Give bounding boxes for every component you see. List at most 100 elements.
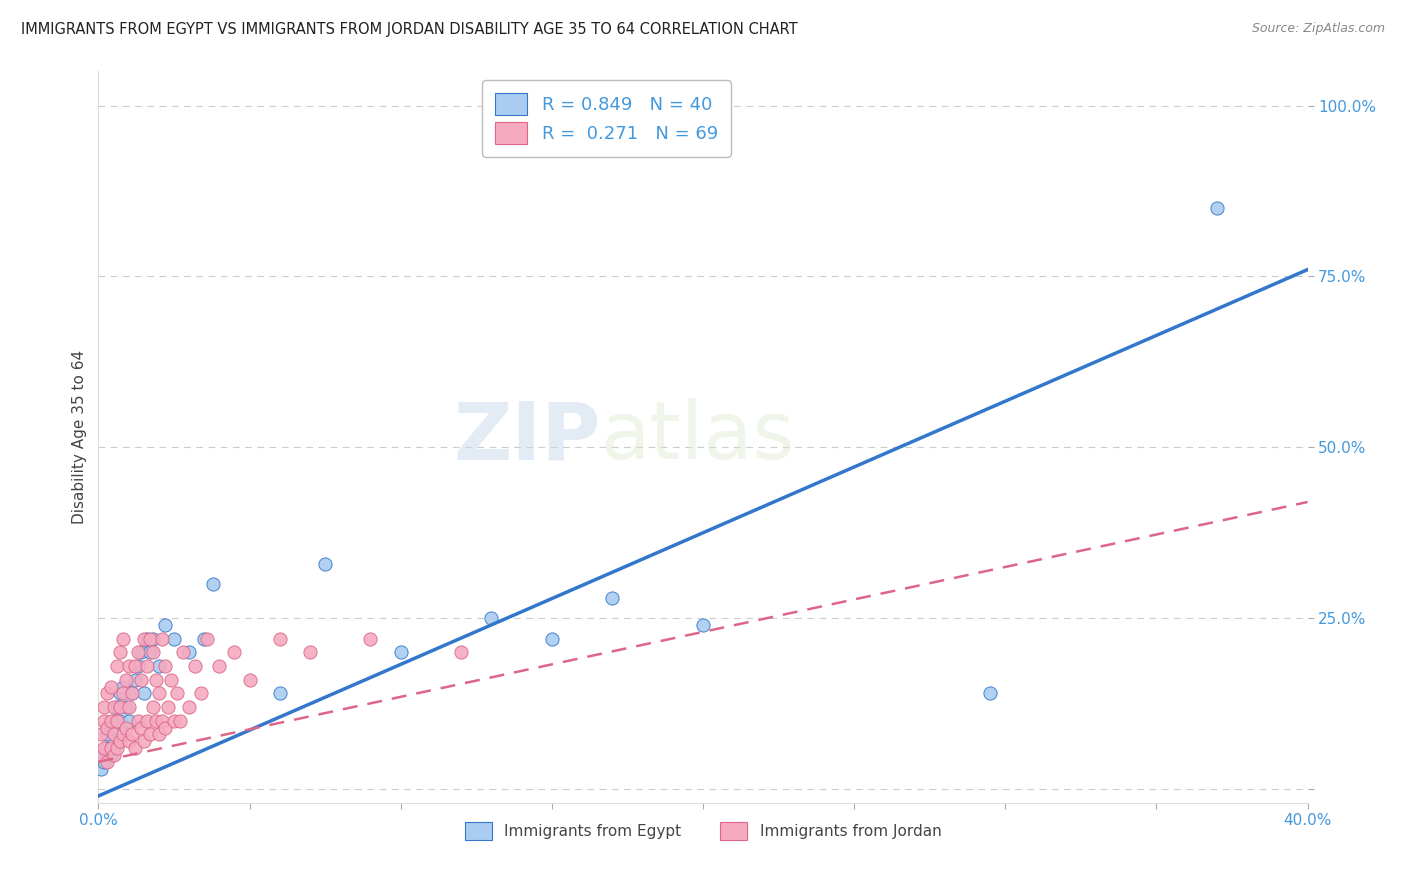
Point (129, 721, 152, 735)
Point (96, 721, 118, 735)
Point (118, 700, 141, 714)
Point (132, 632, 155, 646)
Point (103, 727, 125, 741)
Point (156, 700, 179, 714)
Point (111, 727, 134, 741)
Point (692, 618, 714, 632)
Point (150, 714, 173, 728)
Point (153, 618, 176, 632)
Point (100, 714, 122, 728)
Point (269, 686, 291, 700)
Point (127, 714, 149, 728)
Text: atlas: atlas (600, 398, 794, 476)
Point (148, 659, 170, 673)
Point (105, 721, 128, 735)
Point (118, 714, 141, 728)
Point (124, 741, 146, 756)
Point (108, 645, 131, 659)
Point (103, 747, 125, 762)
Point (184, 659, 207, 673)
Point (190, 686, 212, 700)
Point (195, 632, 218, 646)
Point (602, 591, 624, 605)
Point (108, 714, 131, 728)
Point (129, 673, 152, 687)
Point (132, 734, 155, 748)
Y-axis label: Disability Age 35 to 64: Disability Age 35 to 64 (72, 350, 87, 524)
Point (979, 686, 1001, 700)
Point (193, 632, 215, 646)
Point (96, 741, 118, 756)
Point (100, 741, 122, 756)
Point (360, 632, 382, 646)
Point (179, 645, 201, 659)
Point (93, 747, 115, 762)
Point (224, 645, 246, 659)
Point (145, 673, 167, 687)
Point (111, 680, 134, 694)
Point (179, 700, 201, 714)
Point (124, 659, 146, 673)
Point (163, 714, 186, 728)
Point (160, 673, 183, 687)
Point (129, 645, 152, 659)
Point (299, 645, 322, 659)
Point (103, 714, 125, 728)
Point (135, 714, 157, 728)
Point (103, 700, 125, 714)
Point (153, 659, 176, 673)
Point (105, 741, 128, 756)
Point (121, 686, 143, 700)
Point (150, 632, 173, 646)
Legend: Immigrants from Egypt, Immigrants from Jordan: Immigrants from Egypt, Immigrants from J… (458, 815, 948, 847)
Text: IMMIGRANTS FROM EGYPT VS IMMIGRANTS FROM JORDAN DISABILITY AGE 35 TO 64 CORRELAT: IMMIGRANTS FROM EGYPT VS IMMIGRANTS FROM… (21, 22, 797, 37)
Point (139, 727, 162, 741)
Point (96, 755, 118, 769)
Point (93, 700, 115, 714)
Point (148, 686, 170, 700)
Point (114, 673, 136, 687)
Point (118, 734, 141, 748)
Point (118, 659, 141, 673)
Point (96, 727, 118, 741)
Text: Source: ZipAtlas.com: Source: ZipAtlas.com (1251, 22, 1385, 36)
Point (108, 700, 131, 714)
Point (105, 700, 128, 714)
Point (108, 686, 131, 700)
Point (103, 741, 125, 756)
Point (114, 700, 136, 714)
Point (90, 727, 112, 741)
Point (93, 741, 115, 756)
Point (90, 747, 112, 762)
Point (100, 747, 122, 762)
Point (163, 632, 186, 646)
Point (148, 727, 170, 741)
Point (100, 680, 122, 694)
Point (166, 686, 188, 700)
Point (1206, 201, 1229, 215)
Point (450, 645, 472, 659)
Point (540, 632, 562, 646)
Point (111, 727, 134, 741)
Point (142, 632, 165, 646)
Point (208, 659, 231, 673)
Point (269, 632, 291, 646)
Point (111, 632, 134, 646)
Point (93, 714, 115, 728)
Point (239, 673, 262, 687)
Point (139, 645, 162, 659)
Point (114, 721, 136, 735)
Point (142, 645, 165, 659)
Point (100, 721, 122, 735)
Point (145, 714, 167, 728)
Point (142, 700, 165, 714)
Point (96, 686, 118, 700)
Point (111, 686, 134, 700)
Point (132, 686, 155, 700)
Point (127, 645, 149, 659)
Text: ZIP: ZIP (453, 398, 600, 476)
Point (389, 645, 412, 659)
Point (124, 673, 146, 687)
Point (153, 721, 176, 735)
Point (121, 686, 143, 700)
